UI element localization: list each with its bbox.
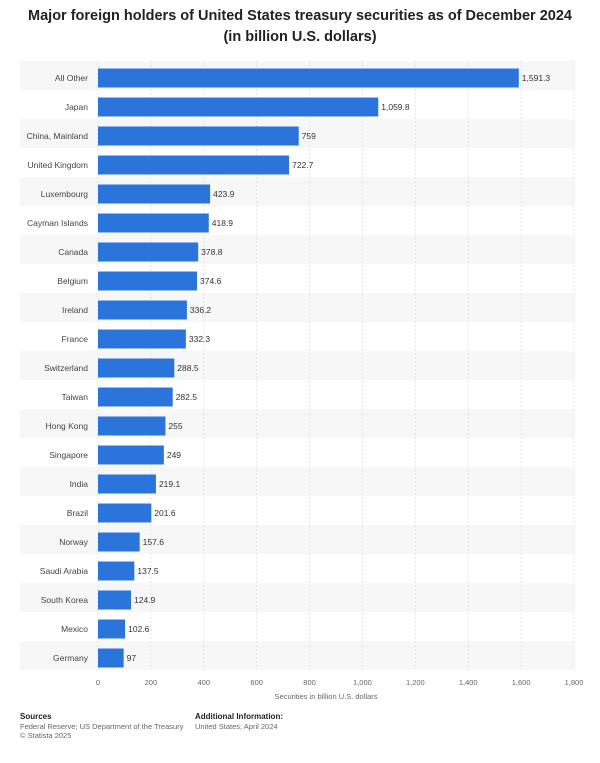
x-tick-label: 400 bbox=[198, 678, 211, 687]
additional-info-text: United States; April 2024 bbox=[195, 721, 278, 731]
value-label: 418.9 bbox=[212, 218, 234, 228]
x-tick-label: 200 bbox=[145, 678, 158, 687]
bar bbox=[98, 445, 164, 465]
category-label: Canada bbox=[58, 247, 88, 257]
category-label: India bbox=[70, 479, 89, 489]
bar bbox=[98, 126, 299, 146]
x-tick-label: 1,800 bbox=[565, 678, 584, 687]
bar bbox=[98, 648, 124, 668]
sources-text: Federal Reserve; US Department of the Tr… bbox=[20, 721, 184, 731]
value-label: 1,059.8 bbox=[381, 102, 410, 112]
x-tick-label: 1,200 bbox=[406, 678, 425, 687]
x-tick-label: 1,600 bbox=[512, 678, 531, 687]
additional-info-block: Additional Information: United States; A… bbox=[195, 712, 283, 731]
value-label: 124.9 bbox=[134, 595, 156, 605]
bar bbox=[98, 184, 211, 204]
category-label: United Kingdom bbox=[28, 160, 88, 170]
bar bbox=[98, 590, 132, 610]
x-tick-label: 1,400 bbox=[459, 678, 478, 687]
bar bbox=[98, 97, 379, 117]
value-label: 288.5 bbox=[177, 363, 199, 373]
bar bbox=[98, 358, 175, 378]
category-label: Norway bbox=[59, 537, 89, 547]
value-label: 97 bbox=[127, 653, 137, 663]
value-label: 722.7 bbox=[292, 160, 314, 170]
x-tick-label: 600 bbox=[250, 678, 263, 687]
bar bbox=[98, 68, 519, 88]
bar bbox=[98, 155, 290, 175]
category-label: Taiwan bbox=[62, 392, 89, 402]
category-label: Japan bbox=[65, 102, 88, 112]
value-label: 255 bbox=[168, 421, 182, 431]
x-tick-label: 800 bbox=[303, 678, 316, 687]
value-label: 157.6 bbox=[143, 537, 165, 547]
category-label: Ireland bbox=[62, 305, 88, 315]
x-tick-label: 0 bbox=[96, 678, 100, 687]
value-label: 102.6 bbox=[128, 624, 150, 634]
value-label: 201.6 bbox=[154, 508, 176, 518]
bar bbox=[98, 242, 199, 262]
bar bbox=[98, 300, 187, 320]
bar bbox=[98, 213, 209, 233]
value-label: 249 bbox=[167, 450, 181, 460]
category-label: Switzerland bbox=[44, 363, 88, 373]
value-label: 137.5 bbox=[137, 566, 159, 576]
bar bbox=[98, 561, 135, 581]
value-label: 423.9 bbox=[213, 189, 235, 199]
value-label: 374.6 bbox=[200, 276, 222, 286]
additional-info-heading: Additional Information: bbox=[195, 712, 283, 721]
category-label: China, Mainland bbox=[27, 131, 89, 141]
bar bbox=[98, 329, 186, 349]
x-tick-label: 1,000 bbox=[353, 678, 372, 687]
bar bbox=[98, 271, 198, 291]
category-label: Luxembourg bbox=[41, 189, 89, 199]
bar bbox=[98, 416, 166, 436]
category-label: Saudi Arabia bbox=[40, 566, 88, 576]
value-label: 219.1 bbox=[159, 479, 181, 489]
value-label: 336.2 bbox=[190, 305, 212, 315]
bar bbox=[98, 474, 156, 494]
bar bbox=[98, 532, 140, 552]
sources-block: Sources Federal Reserve; US Department o… bbox=[20, 712, 183, 741]
copyright-text: © Statista 2025 bbox=[20, 731, 72, 740]
bar bbox=[98, 503, 152, 523]
bar bbox=[98, 619, 126, 639]
category-label: South Korea bbox=[41, 595, 89, 605]
bar bbox=[98, 387, 173, 407]
category-label: Hong Kong bbox=[45, 421, 88, 431]
value-label: 332.3 bbox=[189, 334, 211, 344]
value-label: 282.5 bbox=[176, 392, 198, 402]
chart-title: Major foreign holders of United States t… bbox=[28, 8, 572, 45]
category-label: Germany bbox=[53, 653, 89, 663]
value-label: 1,591.3 bbox=[522, 73, 551, 83]
category-label: Brazil bbox=[67, 508, 88, 518]
sources-heading: Sources bbox=[20, 712, 52, 721]
category-label: Belgium bbox=[57, 276, 88, 286]
category-label: Mexico bbox=[61, 624, 88, 634]
category-label: Singapore bbox=[49, 450, 88, 460]
category-label: France bbox=[62, 334, 89, 344]
category-label: Cayman Islands bbox=[27, 218, 88, 228]
value-label: 378.8 bbox=[201, 247, 223, 257]
value-label: 759 bbox=[302, 131, 316, 141]
category-label: All Other bbox=[55, 73, 88, 83]
x-axis-title: Securities in billion U.S. dollars bbox=[275, 692, 378, 701]
